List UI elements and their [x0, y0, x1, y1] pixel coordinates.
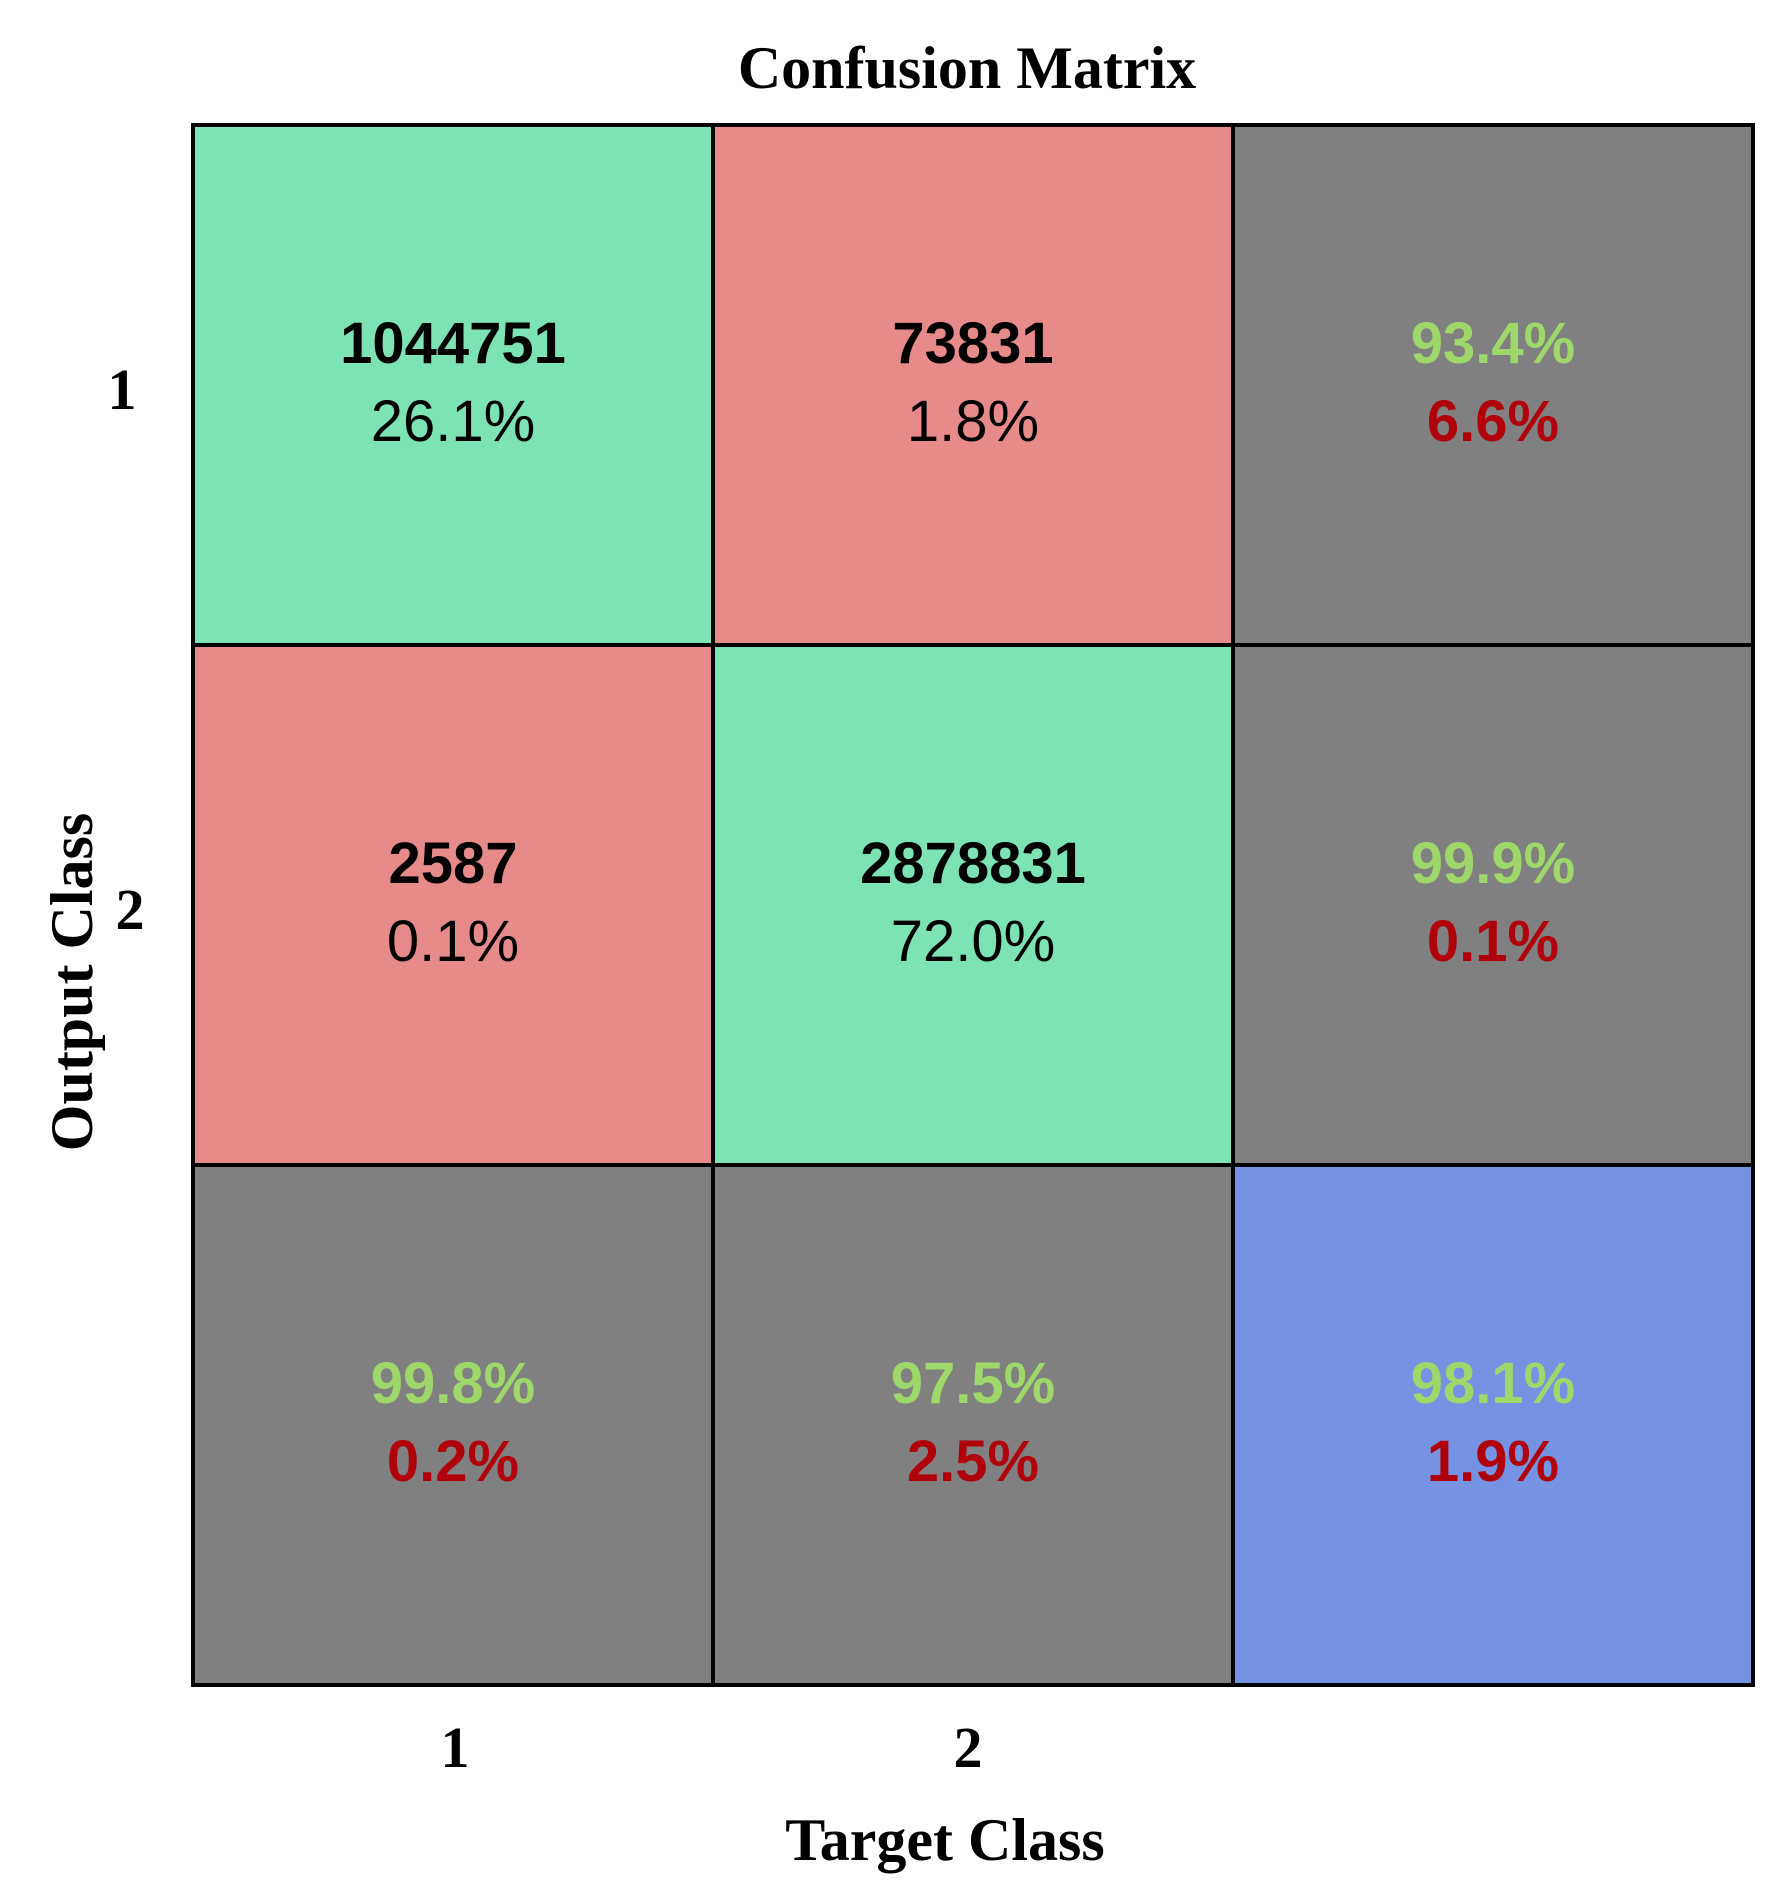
- overall-correct: 98.1%: [1411, 1351, 1575, 1416]
- cell-count-2-1: 2587: [388, 831, 517, 896]
- matrix-cell-1-1: [191, 123, 715, 647]
- chart-title: Confusion Matrix: [738, 35, 1196, 101]
- x-tick-label-1: 1: [441, 1715, 470, 1780]
- column-summary-error-2: 2.5%: [907, 1429, 1039, 1494]
- cell-count-1-2: 73831: [892, 311, 1053, 376]
- cell-count-2-2: 2878831: [860, 831, 1086, 896]
- column-summary-correct-1: 99.8%: [371, 1351, 535, 1416]
- y-tick-label-2: 2: [116, 877, 145, 942]
- column-summary-cell-2: [711, 1163, 1235, 1687]
- overall-accuracy-cell: [1231, 1163, 1755, 1687]
- row-summary-correct-2: 99.9%: [1411, 831, 1575, 896]
- cell-count-1-1: 1044751: [340, 311, 566, 376]
- y-tick-label-1: 1: [108, 357, 137, 422]
- row-summary-cell-1: [1231, 123, 1755, 647]
- column-summary-cell-1: [191, 1163, 715, 1687]
- matrix-cell-1-2: [711, 123, 1235, 647]
- row-summary-correct-1: 93.4%: [1411, 311, 1575, 376]
- cell-percent-1-2: 1.8%: [907, 389, 1039, 454]
- matrix-cell-2-1: [191, 643, 715, 1167]
- row-summary-error-2: 0.1%: [1427, 909, 1559, 974]
- column-summary-correct-2: 97.5%: [891, 1351, 1055, 1416]
- row-summary-error-1: 6.6%: [1427, 389, 1559, 454]
- y-axis-label: Output Class: [39, 813, 105, 1151]
- matrix-cells: [191, 123, 1755, 1687]
- cell-percent-1-1: 26.1%: [371, 389, 535, 454]
- matrix-cell-texts: 1044751 26.1% 73831 1.8% 2587 0.1% 2878831 72.0…: [340, 311, 1575, 1494]
- overall-error: 1.9%: [1427, 1429, 1559, 1494]
- matrix-cell-2-2: [711, 643, 1235, 1167]
- row-summary-cell-2: [1231, 643, 1755, 1167]
- x-axis-label: Target Class: [785, 1807, 1104, 1873]
- column-summary-error-1: 0.2%: [387, 1429, 519, 1494]
- cell-percent-2-1: 0.1%: [387, 909, 519, 974]
- x-tick-label-2: 2: [954, 1715, 983, 1780]
- cell-percent-2-2: 72.0%: [891, 909, 1055, 974]
